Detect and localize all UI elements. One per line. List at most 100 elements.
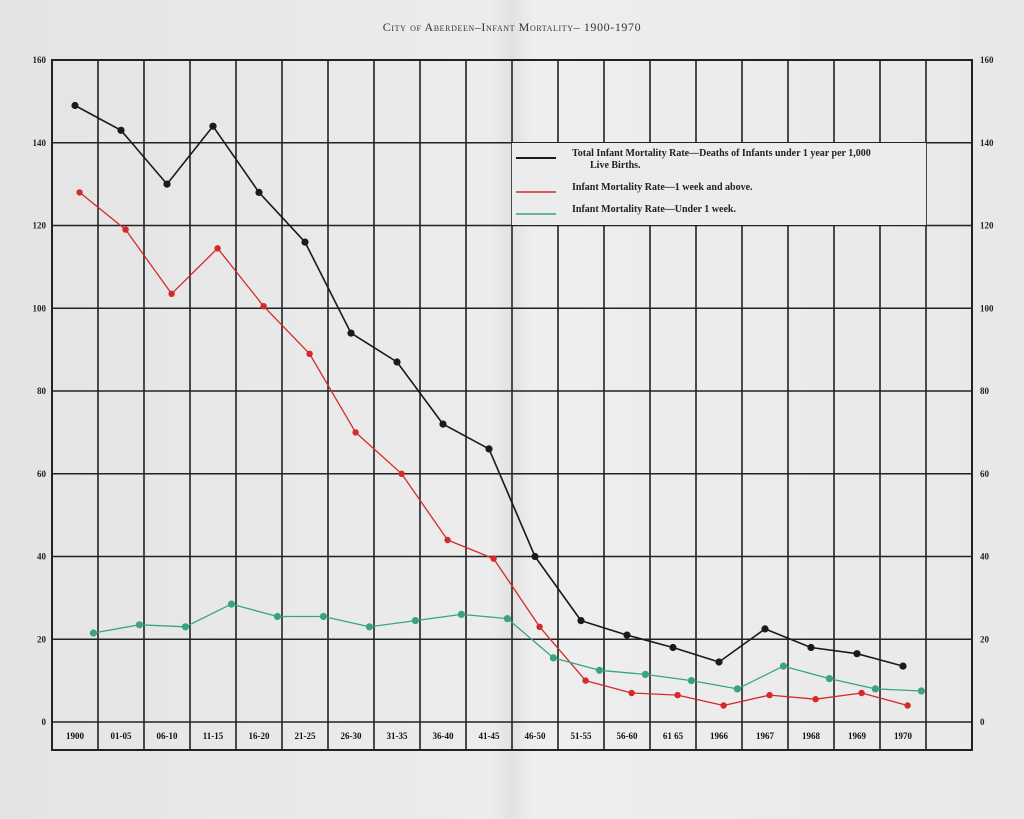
- data-point: [457, 610, 465, 619]
- data-point: [135, 621, 143, 629]
- data-point: [720, 702, 727, 709]
- data-point: [674, 691, 681, 699]
- data-point: [807, 643, 815, 652]
- y-tick-labels: 0 0 20 20 40 40 60 60 80 80 100 100 120 120 140 140 160 1…: [33, 55, 995, 727]
- data-point: [595, 666, 604, 674]
- y-tick-label-right: 0: [980, 717, 985, 727]
- y-tick-label-right: 40: [980, 552, 990, 562]
- y-tick-label-left: 60: [37, 469, 47, 479]
- x-category-label: 06-10: [157, 731, 178, 741]
- data-point: [319, 612, 327, 621]
- legend-label-line: Live Births.: [590, 160, 641, 171]
- x-category-label: 56-60: [617, 731, 638, 741]
- y-tick-label-left: 140: [33, 138, 47, 148]
- data-point: [89, 629, 97, 637]
- data-point: [904, 702, 911, 709]
- y-tick-label-right: 20: [980, 634, 990, 644]
- data-point: [761, 625, 769, 633]
- data-point: [531, 552, 539, 561]
- y-tick-label-left: 40: [37, 552, 47, 562]
- x-category-label: 1966: [710, 731, 729, 741]
- data-point: [444, 536, 451, 544]
- data-point: [347, 329, 355, 337]
- data-point: [122, 226, 129, 233]
- y-tick-label-right: 140: [980, 138, 994, 148]
- data-point: [766, 691, 773, 699]
- data-point: [365, 623, 373, 631]
- x-category-label: 1968: [802, 731, 821, 741]
- y-tick-label-left: 80: [37, 386, 47, 396]
- data-point: [779, 662, 788, 670]
- data-point: [227, 600, 235, 608]
- data-point: [917, 687, 926, 695]
- data-point: [168, 290, 175, 297]
- y-tick-label-right: 120: [980, 221, 994, 231]
- y-tick-label-left: 160: [33, 55, 47, 65]
- data-point: [669, 643, 677, 652]
- legend-background: [512, 143, 926, 225]
- data-point: [71, 101, 79, 110]
- series-2: [76, 189, 911, 709]
- data-point: [439, 420, 447, 428]
- data-point: [536, 623, 543, 630]
- x-category-label: 16-20: [249, 731, 270, 741]
- y-tick-label-right: 60: [980, 469, 990, 479]
- data-point: [582, 677, 589, 684]
- data-point: [871, 685, 880, 693]
- data-point: [623, 631, 631, 639]
- x-category-label: 61 65: [663, 731, 684, 741]
- x-category-label: 51-55: [571, 731, 592, 741]
- data-point: [411, 617, 419, 625]
- x-category-label: 46-50: [525, 731, 546, 741]
- x-category-label: 1969: [848, 731, 867, 741]
- data-point: [641, 670, 650, 679]
- grid: [51, 59, 973, 751]
- data-point: [163, 180, 171, 188]
- legend-label: Infant Mortality Rate—1 week and above.: [572, 182, 753, 193]
- data-point: [687, 677, 696, 685]
- x-category-label: 41-45: [479, 731, 500, 741]
- x-category-label: 11-15: [203, 731, 224, 741]
- data-point: [577, 617, 585, 625]
- x-category-label: 01-05: [111, 731, 132, 741]
- y-tick-label-left: 120: [33, 221, 47, 231]
- data-point: [715, 658, 723, 666]
- x-category-label: 1900: [66, 731, 85, 741]
- data-point: [398, 470, 405, 477]
- data-point: [255, 188, 263, 196]
- data-point: [812, 696, 819, 703]
- legend-label: Infant Mortality Rate—Under 1 week.: [572, 204, 736, 215]
- x-category-label: 36-40: [433, 731, 454, 741]
- data-point: [858, 689, 865, 697]
- y-tick-label-right: 80: [980, 386, 990, 396]
- data-point: [485, 445, 493, 453]
- series-3: [89, 600, 926, 695]
- y-tick-label-left: 0: [42, 717, 47, 727]
- data-point: [117, 126, 125, 134]
- x-category-label: 26-30: [341, 731, 362, 741]
- data-point: [301, 238, 309, 246]
- y-tick-label-left: 20: [37, 634, 47, 644]
- data-point: [490, 555, 497, 562]
- chart-title: City of Aberdeen–Infant Mortality– 1900-…: [382, 20, 642, 34]
- legend-label-line: Total Infant Mortality Rate—Deaths of In…: [572, 148, 871, 159]
- data-point: [352, 429, 359, 436]
- data-point: [181, 623, 189, 631]
- data-point: [76, 189, 83, 196]
- series-1: [71, 101, 907, 670]
- data-point: [825, 675, 834, 683]
- data-point: [214, 245, 221, 252]
- data-point: [503, 615, 511, 623]
- data-point: [209, 122, 217, 130]
- data-point: [306, 350, 313, 357]
- x-category-label: 31-35: [387, 731, 408, 741]
- y-tick-label-right: 160: [980, 55, 994, 65]
- data-point: [260, 303, 267, 310]
- y-tick-label-left: 100: [33, 303, 47, 313]
- data-point: [549, 654, 558, 662]
- data-point: [899, 662, 907, 670]
- x-category-label: 21-25: [295, 731, 316, 741]
- x-category-label: 1967: [756, 731, 775, 741]
